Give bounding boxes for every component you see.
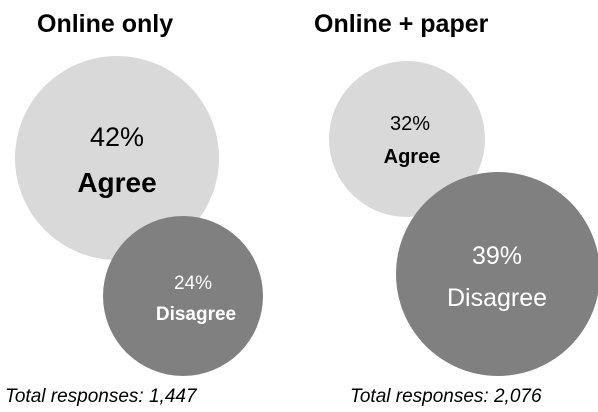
chart-title-online-paper: Online + paper (314, 10, 489, 38)
bubble-online-only-disagree (103, 216, 263, 376)
bubble-online-paper-disagree (396, 172, 598, 376)
label-online-paper-disagree-pct: 39% (472, 242, 522, 270)
label-online-only-disagree: Disagree (156, 304, 236, 325)
label-online-paper-disagree: Disagree (447, 284, 547, 312)
total-responses-online-only: Total responses: 1,447 (5, 386, 197, 407)
chart-title-online-only: Online only (37, 10, 174, 38)
total-responses-online-paper: Total responses: 2,076 (350, 386, 542, 407)
label-online-only-agree: Agree (77, 167, 156, 198)
bubble-online-only-agree (15, 56, 219, 260)
label-online-paper-agree-pct: 32% (390, 113, 430, 135)
label-online-only-agree-pct: 42% (90, 122, 144, 152)
label-online-paper-agree: Agree (384, 146, 441, 168)
label-online-only-disagree-pct: 24% (174, 273, 212, 294)
bubble-online-paper-agree (329, 61, 485, 217)
